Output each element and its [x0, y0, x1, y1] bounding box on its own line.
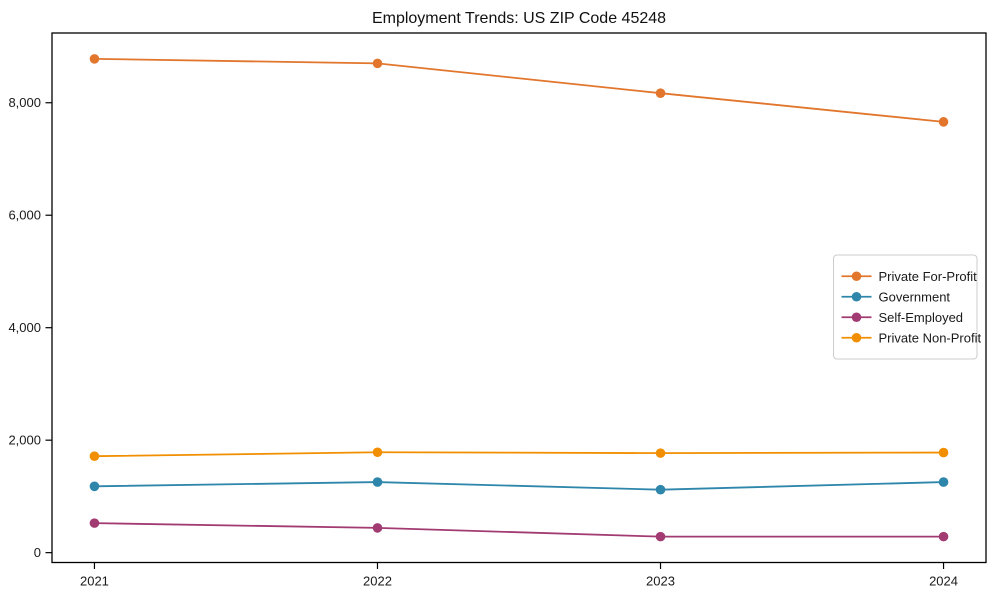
y-tick-label: 2,000: [8, 433, 41, 448]
legend-sample-marker: [851, 332, 862, 343]
data-point: [938, 477, 949, 487]
legend-sample-marker: [851, 291, 862, 302]
legend-label: Private For-Profit: [879, 269, 978, 284]
legend-sample-marker: [851, 312, 862, 323]
y-tick-label: 6,000: [8, 208, 41, 223]
data-point: [655, 88, 666, 98]
x-tick-label: 2024: [929, 574, 958, 589]
data-point: [655, 484, 666, 495]
data-point: [372, 58, 383, 69]
legend-label: Self-Employed: [879, 310, 964, 325]
data-point: [655, 531, 666, 542]
legend-label: Private Non-Profit: [879, 330, 982, 345]
series-line-private-non-profit: [94, 451, 944, 458]
x-tick-label: 2023: [646, 574, 675, 589]
data-point: [938, 447, 949, 458]
data-point: [372, 523, 383, 533]
y-tick-label: 4,000: [8, 320, 41, 335]
legend-sample-marker: [851, 271, 862, 282]
series-line-government: [94, 481, 944, 491]
x-tick-label: 2021: [80, 574, 109, 589]
data-point: [938, 117, 949, 127]
plot-area-border: [51, 32, 987, 564]
data-point: [89, 54, 100, 64]
series-line-private-for-profit: [94, 57, 944, 123]
legend-label: Government: [879, 289, 951, 304]
data-point: [89, 518, 100, 528]
data-point: [372, 477, 383, 487]
series-line-self-employed: [94, 522, 944, 538]
data-point: [655, 448, 666, 458]
x-tick-label: 2022: [363, 574, 392, 589]
data-point: [89, 481, 100, 492]
y-tick-label: 0: [34, 545, 41, 560]
data-point: [89, 451, 100, 462]
chart-title: Employment Trends: US ZIP Code 45248: [371, 10, 667, 27]
y-tick-label: 8,000: [8, 95, 41, 110]
legend-box: [833, 254, 978, 360]
data-point: [938, 531, 949, 542]
data-point: [372, 447, 383, 458]
